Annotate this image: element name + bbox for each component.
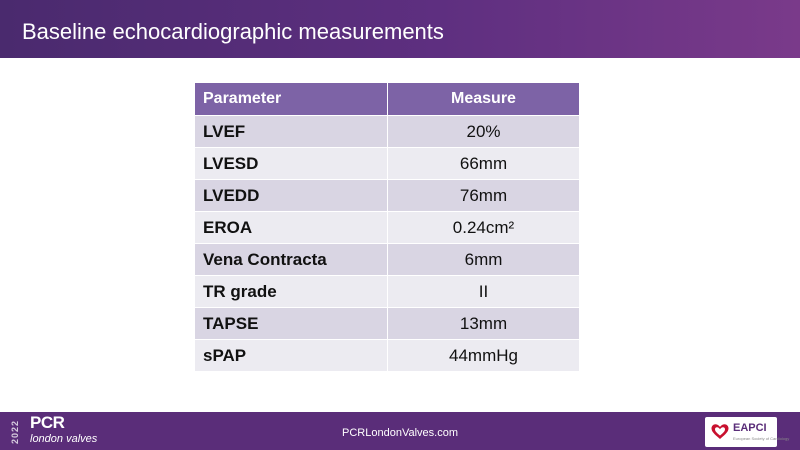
table-row: sPAP 44mmHg [194, 339, 580, 372]
column-header-parameter: Parameter [194, 82, 388, 116]
slide-header-bar: Baseline echocardiographic measurements [0, 0, 800, 58]
table-row: EROA 0.24cm² [194, 211, 580, 244]
eapci-logo: EAPCI European Society of Cardiology [705, 417, 789, 447]
measurements-table: Parameter Measure LVEF 20% LVESD 66mm LV… [194, 82, 580, 372]
heart-icon [711, 424, 729, 439]
measure-cell: II [387, 275, 580, 308]
measurements-table-container: Parameter Measure LVEF 20% LVESD 66mm LV… [194, 82, 580, 372]
parameter-cell: LVEF [194, 115, 388, 148]
table-row: LVEDD 76mm [194, 179, 580, 212]
slide-title: Baseline echocardiographic measurements [22, 19, 444, 44]
table-header-row: Parameter Measure [194, 82, 580, 116]
measure-cell: 6mm [387, 243, 580, 276]
parameter-cell: sPAP [194, 339, 388, 372]
conference-year: 2022 [10, 419, 20, 445]
pcr-logo-subtitle: london valves [30, 433, 98, 445]
pcr-logo: PCR [30, 413, 65, 432]
table-row: Vena Contracta 6mm [194, 243, 580, 276]
parameter-cell: LVEDD [194, 179, 388, 212]
parameter-cell: TAPSE [194, 307, 388, 340]
footer-website-link[interactable]: PCRLondonValves.com [342, 427, 458, 439]
measure-cell: 0.24cm² [387, 211, 580, 244]
table-row: TR grade II [194, 275, 580, 308]
table-row: LVESD 66mm [194, 147, 580, 180]
parameter-cell: Vena Contracta [194, 243, 388, 276]
slide-footer-bar [0, 412, 800, 450]
column-header-measure: Measure [387, 82, 580, 116]
parameter-cell: EROA [194, 211, 388, 244]
eapci-sublabel: European Society of Cardiology [733, 436, 790, 441]
table-row: LVEF 20% [194, 115, 580, 148]
measure-cell: 66mm [387, 147, 580, 180]
measure-cell: 20% [387, 115, 580, 148]
measure-cell: 13mm [387, 307, 580, 340]
parameter-cell: LVESD [194, 147, 388, 180]
eapci-label: EAPCI [733, 422, 767, 434]
measure-cell: 76mm [387, 179, 580, 212]
table-row: TAPSE 13mm [194, 307, 580, 340]
measure-cell: 44mmHg [387, 339, 580, 372]
parameter-cell: TR grade [194, 275, 388, 308]
